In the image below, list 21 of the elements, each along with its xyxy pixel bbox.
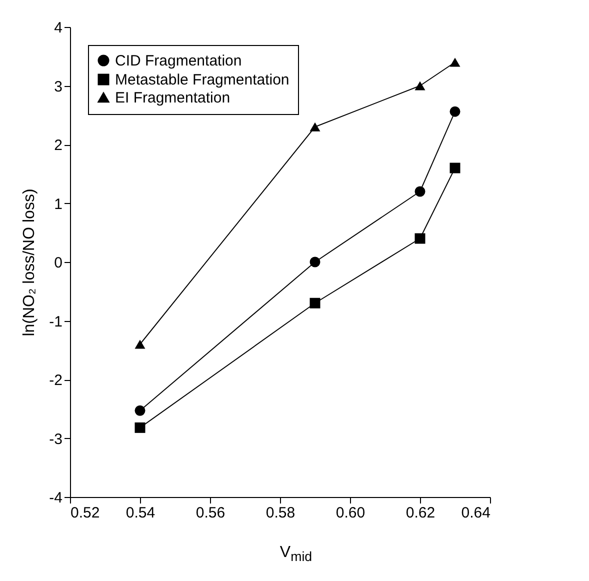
x-tick-label: 0.56 [196, 504, 226, 522]
y-tick-label: -3 [49, 430, 62, 448]
y-tick-label: 0 [54, 254, 62, 272]
x-tick-label: 0.62 [406, 504, 436, 522]
y-tick-label: -2 [49, 372, 62, 389]
x-tick-label: 0.60 [336, 504, 366, 522]
y-tick-label: 4 [54, 20, 62, 36]
legend-label: CID Fragmentation [115, 52, 242, 70]
y-tick-label: -4 [49, 490, 62, 506]
x-tick-label: 0.58 [266, 504, 296, 522]
x-tick-label: 0.64 [461, 504, 490, 522]
y-tick-label: 1 [54, 196, 62, 213]
y-tick-label: -1 [49, 313, 62, 330]
y-axis-title: ln(NO₂ loss/NO loss) [21, 188, 38, 336]
y-tick-label: 3 [54, 78, 62, 96]
x-axis-title: V$_{mid}$ [278, 544, 314, 564]
x-tick-label: 0.54 [126, 504, 156, 522]
y-tick-label: 2 [54, 137, 62, 154]
legend-label: Metastable Fragmentation [115, 72, 290, 88]
legend-label: EI Fragmentation [115, 90, 230, 106]
x-tick-label: 0.52 [70, 504, 100, 522]
